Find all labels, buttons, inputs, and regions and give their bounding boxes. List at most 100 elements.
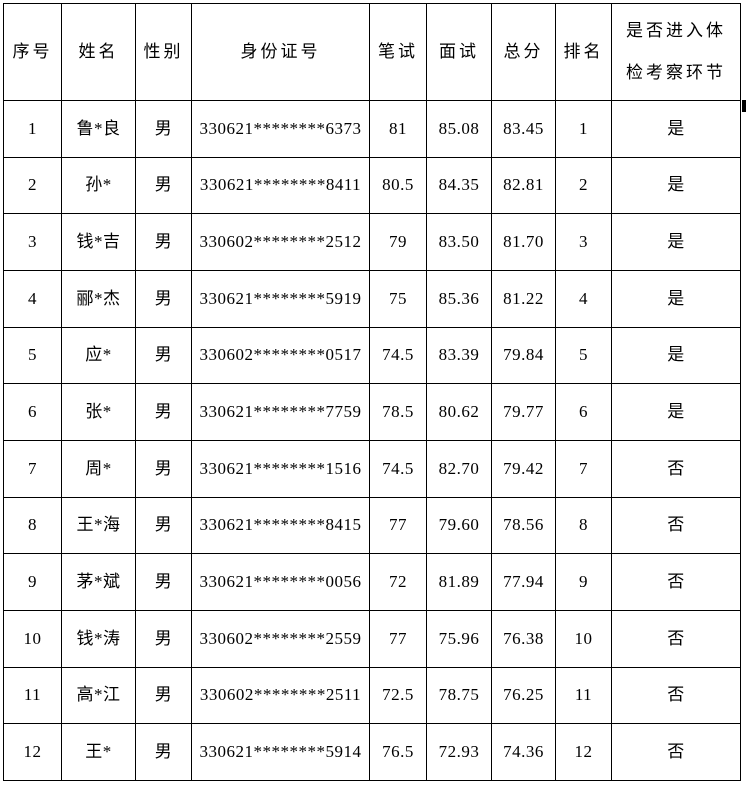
table-cell: 鲁*良 <box>61 100 136 158</box>
table-cell: 77 <box>369 609 427 668</box>
table-cell: 否 <box>611 439 741 498</box>
table-cell: 王* <box>61 723 136 781</box>
table-cell: 男 <box>135 156 192 215</box>
table-cell: 79.42 <box>491 439 556 498</box>
table-cell: 74.36 <box>491 723 556 781</box>
table-cell: 男 <box>135 496 192 555</box>
table-cell: 76.5 <box>369 723 427 781</box>
text-cursor-artifact <box>742 100 746 112</box>
table-cell: 男 <box>135 269 192 328</box>
header-cell-1: 姓名 <box>61 3 136 101</box>
header-cell-5: 面试 <box>426 3 492 101</box>
table-cell: 74.5 <box>369 439 427 498</box>
table-cell: 钱*吉 <box>61 213 136 271</box>
table-cell: 75.96 <box>426 609 492 668</box>
header-cell-7: 排名 <box>555 3 612 101</box>
table-cell: 9 <box>3 553 62 611</box>
table-cell: 76.25 <box>491 666 556 725</box>
table-cell: 男 <box>135 326 192 385</box>
table-cell: 80.5 <box>369 156 427 215</box>
table-cell: 是 <box>611 213 741 271</box>
table-cell: 10 <box>555 609 612 668</box>
table-cell: 7 <box>3 439 62 498</box>
table-cell: 330602********2512 <box>191 213 370 271</box>
table-cell: 6 <box>555 383 612 441</box>
table-cell: 83.39 <box>426 326 492 385</box>
header-cell-4: 笔试 <box>369 3 427 101</box>
table-cell: 3 <box>3 213 62 271</box>
table-cell: 男 <box>135 666 192 725</box>
table-cell: 81.70 <box>491 213 556 271</box>
header-row: 序号 姓名 性别 身份证号 笔试 面试 总分 排名 是否进入体检考察环节 <box>3 3 741 101</box>
table-cell: 78.56 <box>491 496 556 555</box>
table-cell: 77.94 <box>491 553 556 611</box>
table-cell: 77 <box>369 496 427 555</box>
table-cell: 6 <box>3 383 62 441</box>
table-cell: 高*江 <box>61 666 136 725</box>
table-cell: 10 <box>3 609 62 668</box>
table-cell: 78.75 <box>426 666 492 725</box>
table-cell: 茅*斌 <box>61 553 136 611</box>
table-row: 10 钱*涛男 330602********2559 77 75.96 76.38 10 否 <box>3 609 741 668</box>
header-cell-3: 身份证号 <box>191 3 370 101</box>
header-cell-2: 性别 <box>135 3 192 101</box>
table-cell: 男 <box>135 609 192 668</box>
table-body: 1 鲁*良男 330621********6373 81 85.08 83.45 1 是 2 孙*… <box>3 100 741 781</box>
table-cell: 330602********2559 <box>191 609 370 668</box>
table-cell: 男 <box>135 553 192 611</box>
table-cell: 8 <box>3 496 62 555</box>
table-cell: 是 <box>611 100 741 158</box>
table-cell: 2 <box>555 156 612 215</box>
table-cell: 是 <box>611 269 741 328</box>
table-cell: 80.62 <box>426 383 492 441</box>
table-cell: 330621********0056 <box>191 553 370 611</box>
table-cell: 85.36 <box>426 269 492 328</box>
table-cell: 74.5 <box>369 326 427 385</box>
table-cell: 12 <box>555 723 612 781</box>
table-cell: 男 <box>135 723 192 781</box>
table-cell: 4 <box>555 269 612 328</box>
table-row: 2 孙* 男 330621********8411 80.5 84.35 82.81 2 是 <box>3 156 741 215</box>
table-cell: 72.5 <box>369 666 427 725</box>
table-cell: 330621********6373 <box>191 100 370 158</box>
table-cell: 是 <box>611 326 741 385</box>
table-cell: 男 <box>135 439 192 498</box>
table-cell: 85.08 <box>426 100 492 158</box>
table-row: 5 应* 男 330602********0517 74.5 83.39 79.84 5 是 <box>3 326 741 385</box>
table-cell: 否 <box>611 666 741 725</box>
table-cell: 否 <box>611 553 741 611</box>
table-cell: 330621********5914 <box>191 723 370 781</box>
table-cell: 11 <box>3 666 62 725</box>
header-cell-0: 序号 <box>3 3 62 101</box>
table-cell: 79.60 <box>426 496 492 555</box>
table-cell: 83.50 <box>426 213 492 271</box>
table-cell: 张* <box>61 383 136 441</box>
table-cell: 330621********1516 <box>191 439 370 498</box>
table-row: 8 王*海男 330621********8415 77 79.60 78.56 8 否 <box>3 496 741 555</box>
table-row: 3 钱*吉男 330602********2512 79 83.50 81.70 3 是 <box>3 213 741 271</box>
table-cell: 郦*杰 <box>61 269 136 328</box>
table-row: 9 茅*斌男 330621********0056 72 81.89 77.94 9 否 <box>3 553 741 611</box>
table-cell: 是 <box>611 156 741 215</box>
table-cell: 否 <box>611 609 741 668</box>
table-cell: 79.84 <box>491 326 556 385</box>
table-cell: 应* <box>61 326 136 385</box>
table-cell: 7 <box>555 439 612 498</box>
table-cell: 5 <box>555 326 612 385</box>
table-cell: 周* <box>61 439 136 498</box>
table-row: 6 张* 男 330621********7759 78.5 80.62 79.77 6 是 <box>3 383 741 441</box>
table-cell: 否 <box>611 723 741 781</box>
table-cell: 81.22 <box>491 269 556 328</box>
table-cell: 72 <box>369 553 427 611</box>
table-cell: 330621********7759 <box>191 383 370 441</box>
table-cell: 男 <box>135 213 192 271</box>
table-cell: 4 <box>3 269 62 328</box>
table-cell: 81.89 <box>426 553 492 611</box>
table-cell: 是 <box>611 383 741 441</box>
table-cell: 330602********0517 <box>191 326 370 385</box>
table-cell: 79.77 <box>491 383 556 441</box>
table-cell: 330621********8415 <box>191 496 370 555</box>
table-cell: 1 <box>3 100 62 158</box>
table-cell: 82.81 <box>491 156 556 215</box>
